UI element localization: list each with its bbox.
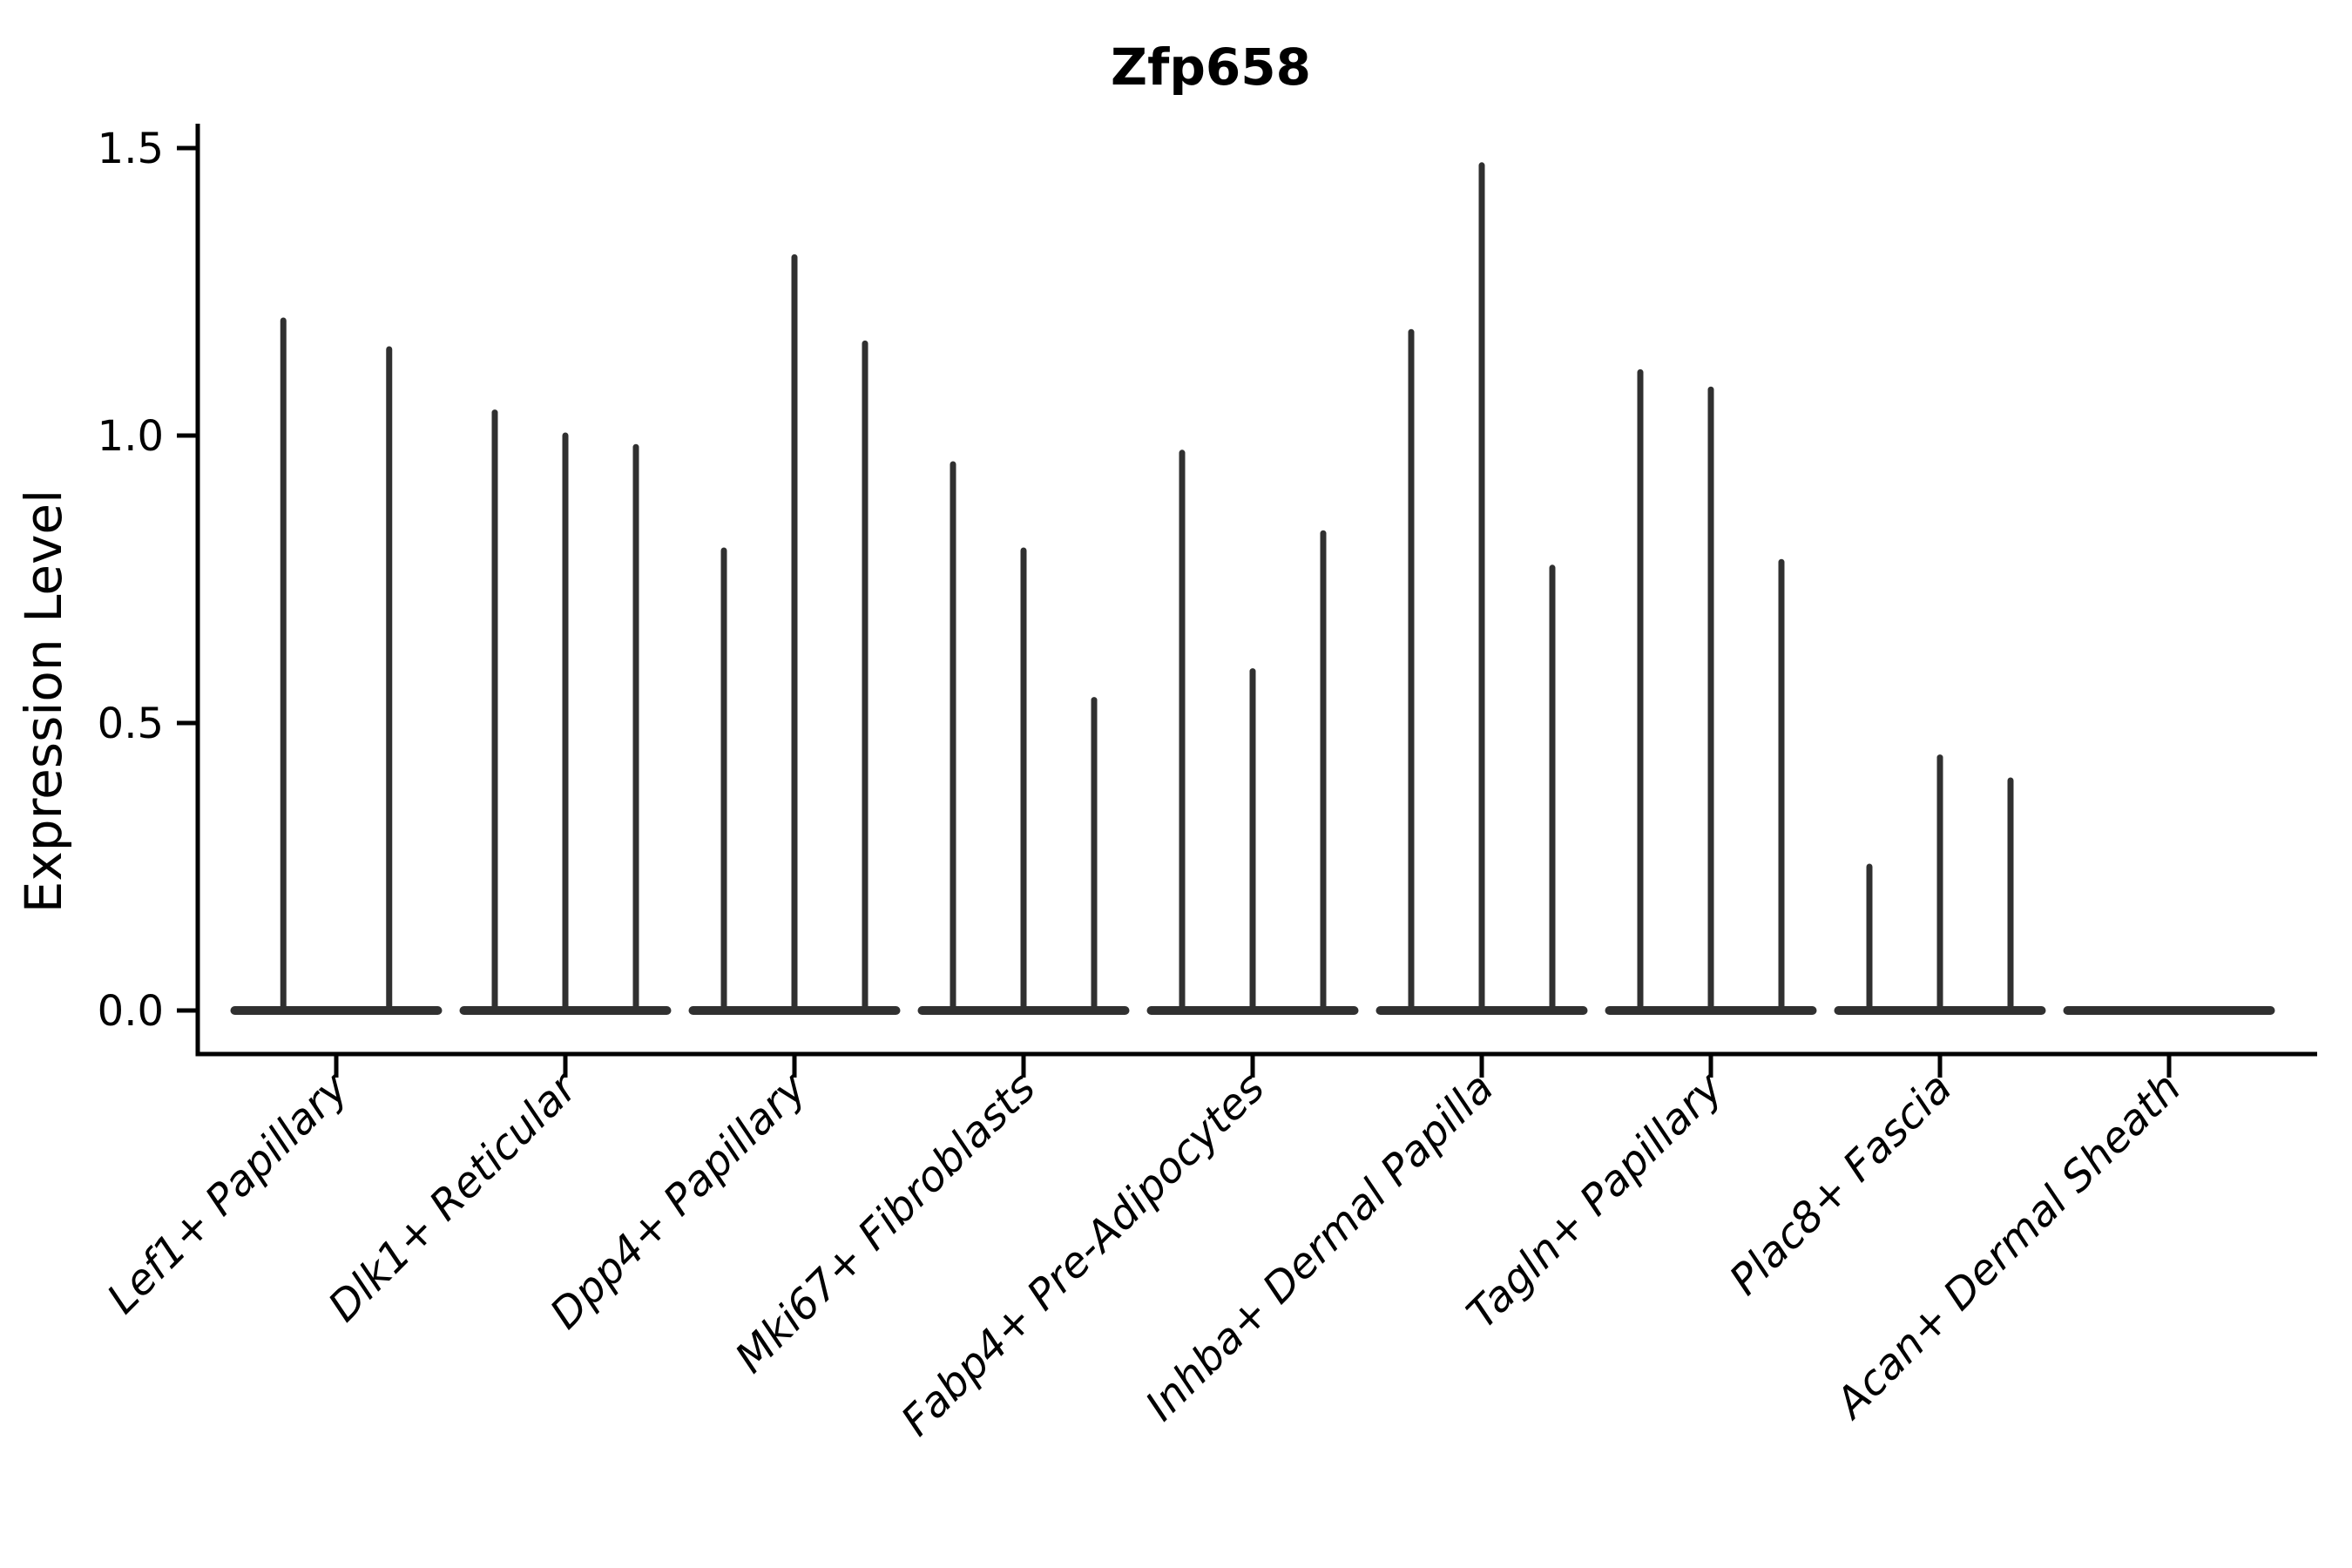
x-tick-label: Dlk1+ Reticular <box>319 1062 589 1332</box>
x-tick-label: Plac8+ Fascia <box>1720 1064 1962 1305</box>
violin-group <box>688 253 901 1015</box>
violin-group <box>1146 449 1359 1015</box>
y-axis-ticks: 0.0 0.5 1.0 1.5 <box>98 125 198 1036</box>
violin-group <box>1605 368 1817 1015</box>
y-axis-label: Expression Level <box>14 490 73 913</box>
violin-group <box>917 461 1130 1015</box>
x-tick-label: Dpp4+ Papillary <box>541 1063 816 1338</box>
x-tick-label: Fabp4+ Pre-Adipocytes <box>892 1064 1274 1446</box>
violin-group <box>2063 1006 2275 1015</box>
violin-group <box>1375 162 1588 1015</box>
violin-group <box>459 409 672 1015</box>
x-tick-label: Lef1+ Papillary <box>98 1063 358 1323</box>
violin-baseline <box>230 1006 443 1015</box>
y-tick-label: 1.5 <box>98 125 164 173</box>
y-tick-label: 1.0 <box>98 412 164 461</box>
y-tick-label: 0.0 <box>98 987 164 1036</box>
violins-layer <box>230 162 2275 1015</box>
violin-baseline <box>2063 1006 2275 1015</box>
violin-group <box>230 317 443 1015</box>
violin-group <box>1834 754 2046 1015</box>
chart-title: Zfp658 <box>1111 37 1311 97</box>
y-tick-label: 0.5 <box>98 700 164 748</box>
x-tick-label: Tagln+ Papillary <box>1457 1063 1733 1338</box>
